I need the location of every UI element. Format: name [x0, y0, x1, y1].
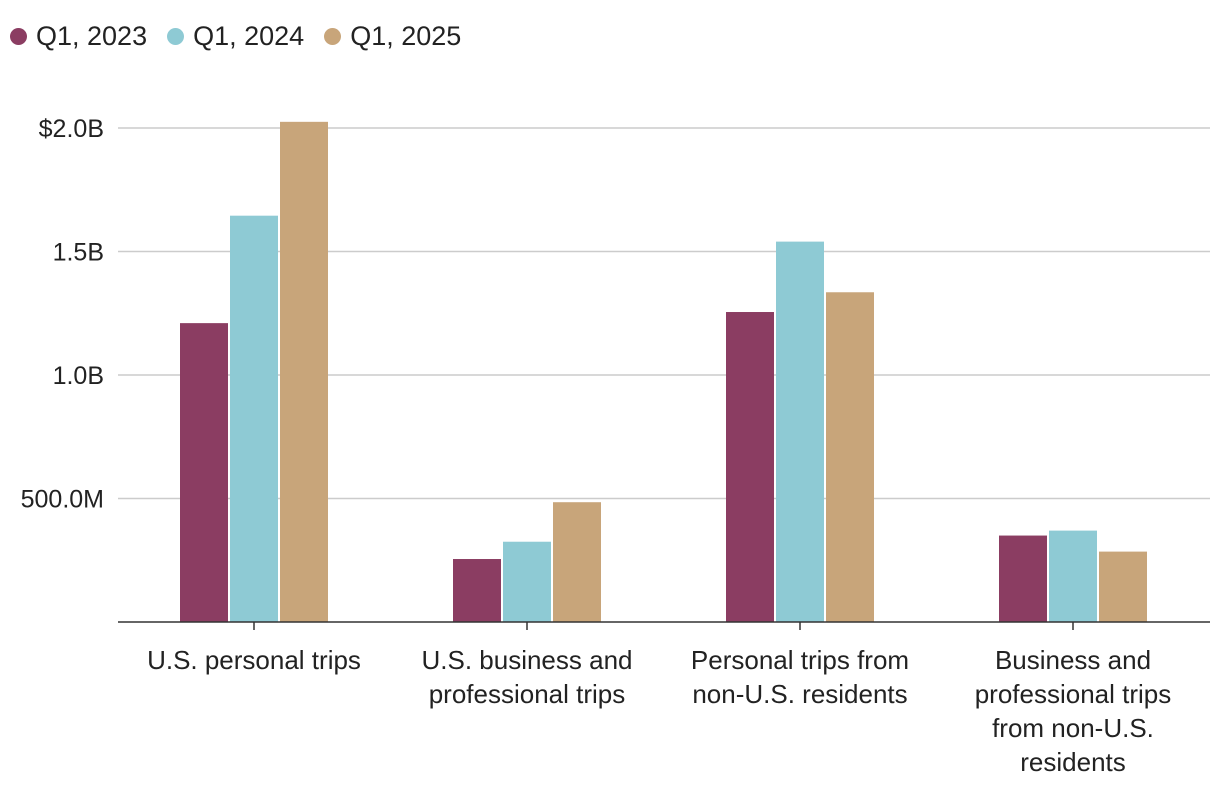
x-tick-label-line: Personal trips from — [691, 645, 909, 675]
x-tick-label-line: U.S. personal trips — [147, 645, 361, 675]
legend-swatch-q1-2025 — [324, 27, 342, 45]
bar-q1-2023-1 — [453, 559, 501, 622]
x-tick-label-line: from non-U.S. — [992, 713, 1154, 743]
x-tick-label: Business and professional trips from non-U… — [975, 645, 1172, 777]
x-tick-label-line: Business and — [995, 645, 1151, 675]
bar-q1-2023-0 — [180, 323, 228, 622]
legend-label-q1-2024: Q1, 2024 — [193, 20, 305, 51]
y-tick-label: $2.0B — [39, 115, 104, 143]
bar-q1-2023-2 — [726, 312, 774, 622]
legend-item-q1-2025: Q1, 2025 — [324, 20, 462, 51]
bar-q1-2024-2 — [776, 241, 824, 622]
bar-q1-2025-0 — [280, 121, 328, 622]
y-tick-label: 500.0M — [21, 486, 104, 514]
x-tick-label: Personal trips from non-U.S. residents — [691, 645, 909, 709]
bar-q1-2024-3 — [1049, 530, 1097, 622]
bar-q1-2024-0 — [230, 215, 278, 622]
legend-swatch-q1-2023 — [10, 27, 27, 45]
x-tick-label-line: residents — [1020, 747, 1126, 777]
y-tick-label: 1.5B — [53, 239, 104, 267]
bar-q1-2024-1 — [503, 541, 551, 622]
x-tick-label-line: U.S. business and — [421, 645, 632, 675]
legend-swatch-q1-2024 — [167, 27, 185, 45]
bar-q1-2025-3 — [1099, 551, 1147, 622]
x-tick-label-line: professional trips — [975, 679, 1172, 709]
bar-q1-2025-2 — [826, 292, 874, 622]
bar-q1-2023-3 — [999, 535, 1047, 622]
legend-item-q1-2024: Q1, 2024 — [167, 20, 305, 51]
legend-item-q1-2023: Q1, 2023 — [10, 20, 148, 51]
legend-label-q1-2025: Q1, 2025 — [350, 20, 462, 51]
x-tick-label-line: non-U.S. residents — [692, 679, 907, 709]
legend: Q1, 2023 Q1, 2024 Q1, 2025 — [10, 18, 481, 54]
bar-q1-2025-1 — [553, 502, 601, 622]
x-tick-label: U.S. business and professional trips — [421, 645, 632, 709]
x-tick-label: U.S. personal trips — [147, 645, 361, 675]
legend-label-q1-2023: Q1, 2023 — [36, 20, 148, 51]
x-tick-label-line: professional trips — [429, 679, 626, 709]
y-tick-label: 1.0B — [53, 362, 104, 390]
